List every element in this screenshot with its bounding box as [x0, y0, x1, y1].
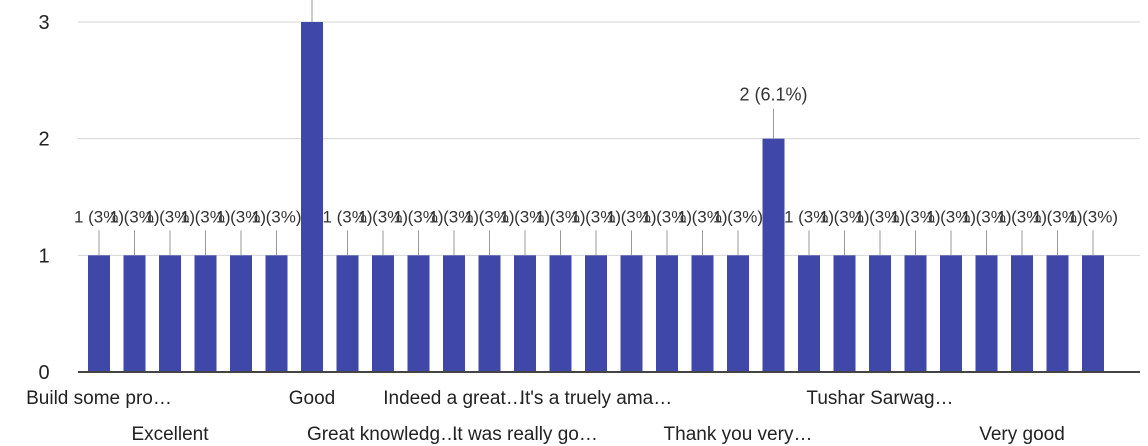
x-tick-label: It was really go… [452, 424, 598, 445]
data-label: 1 (3%) [109, 207, 159, 226]
bar [159, 255, 181, 372]
data-label: 1 (3%) [961, 207, 1011, 226]
y-axis-ticks: 0 1 2 3 [38, 12, 49, 384]
data-label: 1 (3%) [606, 207, 656, 226]
data-label: 1 (3%) [251, 207, 301, 226]
y-tick-label: 3 [38, 12, 49, 34]
bar [727, 255, 749, 372]
data-label: 1 (3%) [677, 207, 727, 226]
bar [265, 255, 288, 372]
y-tick-label: 0 [38, 362, 49, 384]
bar [372, 255, 394, 372]
bar [194, 255, 217, 372]
data-label: 1 (3%) [819, 207, 869, 226]
data-label: 1 (3%) [997, 207, 1047, 226]
x-tick-label: Indeed a great… [383, 388, 525, 409]
data-label: 1 (3%) [500, 207, 550, 226]
bar [833, 255, 856, 372]
x-tick-label: It's a truely ama… [520, 388, 673, 409]
x-tick-label: Great knowledg… [307, 424, 459, 445]
data-label: 1 (3%) [926, 207, 976, 226]
data-label: 1 (3%) [180, 207, 230, 226]
x-tick-label: Thank you very… [664, 424, 813, 445]
data-label: 1 (3%) [642, 207, 692, 226]
x-tick-label: Very good [979, 424, 1065, 445]
data-label: 1 (3%) [855, 207, 905, 226]
bar [549, 255, 572, 372]
data-label: 1 (3%) [1032, 207, 1082, 226]
bar [904, 255, 927, 372]
data-label: 1 (3%) [322, 207, 372, 226]
data-label: 1 (3%) [216, 207, 266, 226]
x-tick-label: Tushar Sarwag… [806, 388, 953, 409]
bar [620, 255, 643, 372]
bar [656, 255, 678, 372]
x-tick-label: Build some pro… [26, 388, 172, 409]
data-label: 1 (3%) [713, 207, 763, 226]
bar [762, 138, 785, 372]
bar [230, 255, 252, 372]
data-label: 1 (3%) [464, 207, 514, 226]
bar [940, 255, 962, 372]
data-labels: 1 (3%)1 (3%)1 (3%)1 (3%)1 (3%)1 (3%)3 (9… [74, 0, 1118, 256]
bar [1082, 255, 1104, 372]
bar [585, 255, 607, 372]
data-label: 1 (3%) [535, 207, 585, 226]
bar [1011, 255, 1033, 372]
bars [88, 22, 1104, 372]
y-tick-label: 1 [38, 245, 49, 267]
data-label: 1 (3%) [429, 207, 479, 226]
bar [301, 22, 323, 372]
data-label: 1 (3%) [571, 207, 621, 226]
x-tick-label: Good [289, 388, 335, 409]
data-label: 1 (3%) [74, 207, 124, 226]
bar [88, 255, 110, 372]
bar [1046, 255, 1069, 372]
data-label: 1 (3%) [784, 207, 834, 226]
bar [691, 255, 714, 372]
x-axis-labels: Build some pro… Excellent Good Great knowle… [26, 388, 1065, 445]
data-label: 1 (3%) [890, 207, 940, 226]
bar [478, 255, 501, 372]
bar [798, 255, 820, 372]
data-label: 2 (6.1%) [739, 85, 807, 105]
bar [336, 255, 359, 372]
data-label: 1 (3%) [393, 207, 443, 226]
bar [514, 255, 536, 372]
bar [123, 255, 146, 372]
data-label: 1 (3%) [358, 207, 408, 226]
bar [869, 255, 891, 372]
data-label: 1 (3%) [145, 207, 195, 226]
y-tick-label: 2 [38, 129, 49, 151]
bar [407, 255, 430, 372]
x-tick-label: Excellent [131, 424, 209, 445]
bar [443, 255, 465, 372]
bar [975, 255, 998, 372]
data-label: 1 (3%) [1068, 207, 1118, 226]
